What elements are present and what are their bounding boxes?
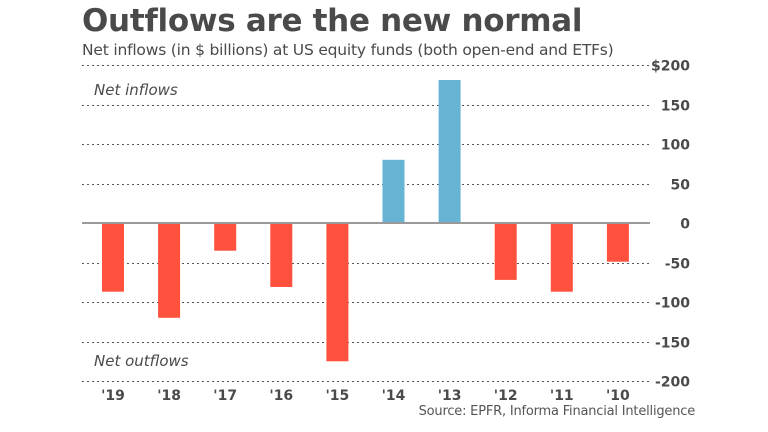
bar-10 xyxy=(606,223,629,262)
y-tick-label: $200 xyxy=(651,59,690,75)
bar-16 xyxy=(270,223,293,287)
bar-13 xyxy=(438,80,461,223)
y-tick-label: 150 xyxy=(661,99,690,115)
bar-18 xyxy=(158,223,181,318)
x-tick-label: '15 xyxy=(326,388,350,404)
x-tick-label: '13 xyxy=(438,388,462,404)
x-axis-ticks: '19 '18 '17 '16 '15 '14 '13 '12 '11 '10 xyxy=(101,388,630,404)
bar-14 xyxy=(382,159,405,223)
bars xyxy=(102,80,629,362)
x-tick-label: '12 xyxy=(494,388,518,404)
chart-title: Outflows are the new normal xyxy=(82,3,583,39)
y-tick-label: -100 xyxy=(655,296,690,312)
y-tick-label: 0 xyxy=(680,217,690,233)
bar-11 xyxy=(550,223,573,292)
y-tick-label: 100 xyxy=(661,138,690,154)
bar-17 xyxy=(214,223,237,251)
bar-12 xyxy=(494,223,517,280)
chart-subtitle: Net inflows (in $ billions) at US equity… xyxy=(82,41,614,59)
bar-19 xyxy=(102,223,124,292)
y-tick-label: 50 xyxy=(671,178,691,194)
x-tick-label: '10 xyxy=(606,388,630,404)
x-tick-label: '16 xyxy=(269,388,293,404)
bar-15 xyxy=(326,223,349,362)
annotation-net-inflows: Net inflows xyxy=(94,81,178,99)
y-axis-ticks: $200 150 100 50 0 -50 -100 -150 -200 xyxy=(651,59,690,391)
annotation-net-outflows: Net outflows xyxy=(94,352,189,370)
x-tick-label: '14 xyxy=(382,388,406,404)
source-note: Source: EPFR, Informa Financial Intellig… xyxy=(418,404,696,419)
x-tick-label: '17 xyxy=(213,388,237,404)
x-tick-label: '19 xyxy=(101,388,125,404)
x-tick-label: '11 xyxy=(550,388,574,404)
y-tick-label: -200 xyxy=(655,375,690,391)
y-tick-label: -150 xyxy=(655,336,690,352)
y-tick-label: -50 xyxy=(665,257,691,273)
x-tick-label: '18 xyxy=(157,388,181,404)
